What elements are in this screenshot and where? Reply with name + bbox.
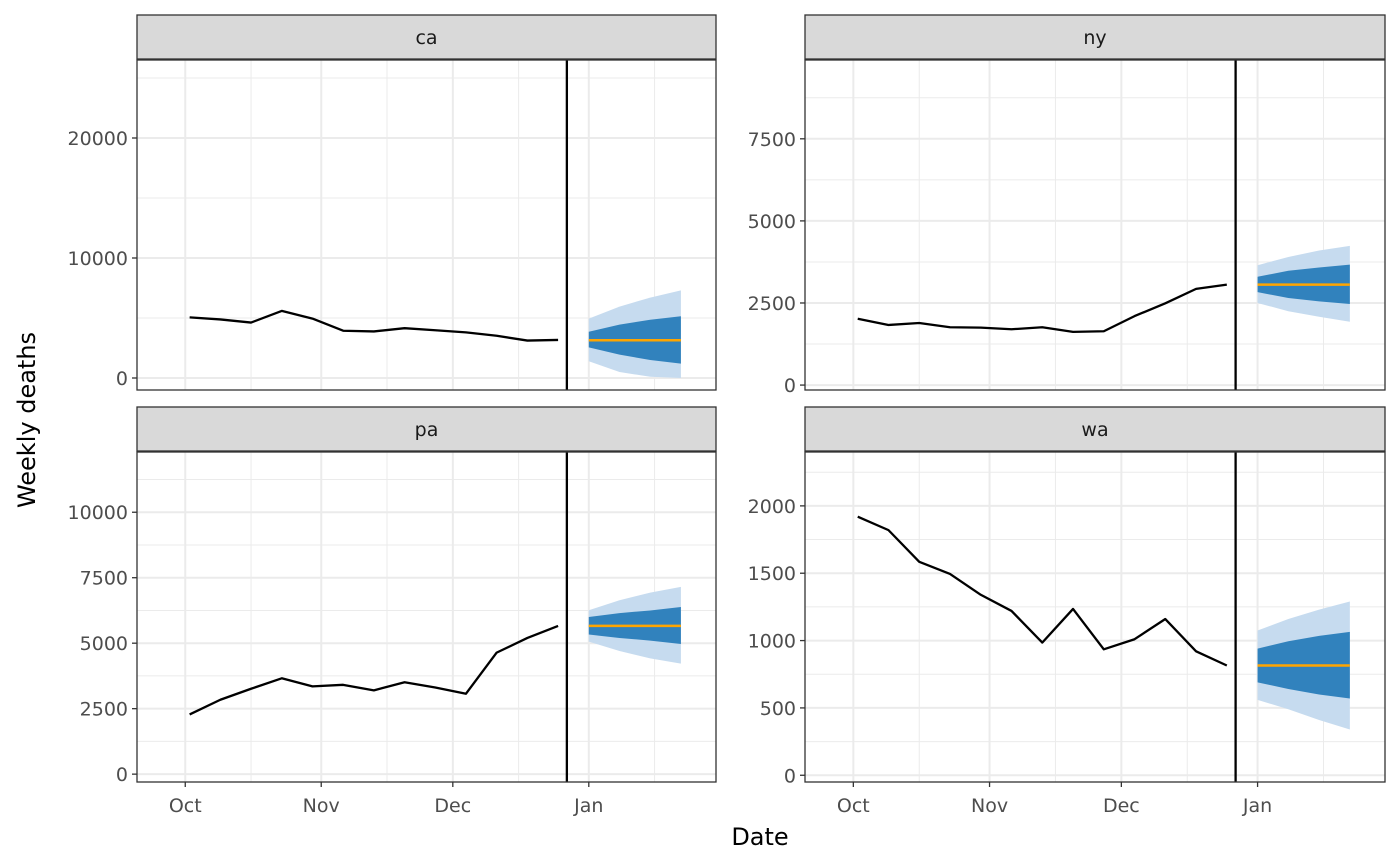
panel-ny: ny 0 2500 5000 7500 xyxy=(748,14,1386,397)
panel-border xyxy=(136,451,717,783)
y-tick-label: 10000 xyxy=(68,248,128,270)
x-axis-title: Date xyxy=(731,823,788,851)
x-tick-label: Nov xyxy=(303,795,340,817)
x-tick-label: Nov xyxy=(971,795,1008,817)
y-tick-label: 2500 xyxy=(748,293,796,315)
x-tick-label: Oct xyxy=(169,795,202,817)
facet-strip xyxy=(804,14,1386,60)
y-tick-label: 7500 xyxy=(748,129,796,151)
y-tick-label: 5000 xyxy=(80,633,128,655)
panel-ca: ca 0 10000 20000 xyxy=(68,14,717,391)
facet-strip-label: ny xyxy=(1083,27,1106,49)
x-tick-label: Dec xyxy=(434,795,471,817)
y-axis-title: Weekly deaths xyxy=(13,332,41,508)
y-tick-label: 20000 xyxy=(68,128,128,150)
panel-wa: wa 0 500 1000 1500 2000 Oct Nov Dec Jan xyxy=(748,406,1386,817)
y-tick-label: 0 xyxy=(116,764,128,786)
x-tick-label: Dec xyxy=(1103,795,1140,817)
observed-series-line xyxy=(857,515,1228,667)
panel-border xyxy=(804,451,1386,783)
y-tick-label: 5000 xyxy=(748,211,796,233)
x-tick-label: Jan xyxy=(1242,795,1272,817)
y-tick-label: 0 xyxy=(784,375,796,397)
observed-series-line xyxy=(189,624,559,716)
panel-border xyxy=(136,59,717,391)
panel-border xyxy=(804,59,1386,391)
y-tick-label: 0 xyxy=(116,368,128,390)
observed-series-line xyxy=(857,283,1227,334)
facet-strip-label: ca xyxy=(415,27,437,49)
y-tick-label: 500 xyxy=(760,698,796,720)
y-tick-label: 10000 xyxy=(68,502,128,524)
panel-background xyxy=(805,452,1385,782)
facet-strip-label: pa xyxy=(415,419,439,441)
panel-background xyxy=(805,60,1385,390)
y-tick-label: 1500 xyxy=(748,563,796,585)
x-tick-label: Oct xyxy=(837,795,870,817)
y-tick-label: 1000 xyxy=(748,631,796,653)
facet-strip xyxy=(136,14,717,60)
facet-strip xyxy=(804,406,1386,452)
y-tick-label: 7500 xyxy=(80,568,128,590)
x-tick-label: Jan xyxy=(573,795,603,817)
facet-panels: ca01000020000ny0250050007500pa0250050007… xyxy=(68,14,1386,817)
observed-series-line xyxy=(189,309,559,342)
y-tick-label: 0 xyxy=(784,765,796,787)
facet-strip-label: wa xyxy=(1081,419,1108,441)
panel-pa: pa 0 2500 5000 7500 10000 Oct Nov Dec Jan xyxy=(68,406,717,817)
facet-strip xyxy=(136,406,717,452)
y-tick-label: 2500 xyxy=(80,699,128,721)
y-tick-label: 2000 xyxy=(748,496,796,518)
